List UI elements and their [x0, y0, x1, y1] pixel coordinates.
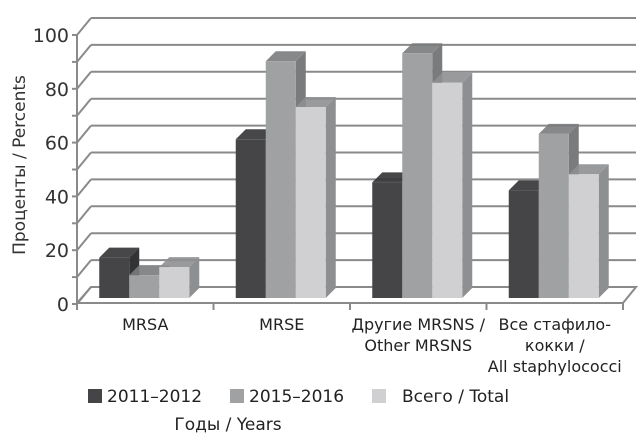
- y-axis-label: Проценты / Percents: [10, 75, 30, 255]
- x-tick-label: All staphylococci: [488, 357, 622, 376]
- axes: [72, 34, 624, 310]
- labels: 0 20 40 60 80 100 MRSA MRSE Другие MRSNS / Other …: [10, 25, 622, 435]
- legend-label: Всего / Total: [402, 387, 509, 407]
- y-tick-label: 80: [45, 79, 69, 101]
- bar-front: [235, 139, 266, 298]
- bar: [295, 97, 336, 298]
- bar-top: [538, 123, 579, 134]
- bar-front: [295, 107, 326, 298]
- bar-top: [402, 43, 443, 54]
- bar: [159, 257, 200, 298]
- gridline-side: [76, 151, 92, 171]
- bar-top: [568, 164, 609, 175]
- y-tick-label: 100: [33, 25, 69, 47]
- y-tick-label: 0: [57, 294, 69, 316]
- gridline-side: [76, 124, 92, 144]
- gridline-side: [76, 17, 92, 36]
- bar-top: [99, 247, 140, 258]
- legend-swatch: [372, 389, 386, 403]
- gridline-side: [76, 259, 92, 278]
- bar-front: [129, 275, 160, 298]
- y-tick-label: 60: [45, 133, 69, 155]
- gridline-side: [76, 71, 92, 90]
- x-tick-label: Другие MRSNS /: [351, 315, 485, 334]
- gridline-side: [76, 98, 92, 117]
- legend-swatch: [230, 389, 244, 403]
- bar-side: [598, 164, 609, 298]
- bar-front: [265, 61, 296, 298]
- legend-swatch: [88, 389, 102, 403]
- bar-top: [432, 72, 473, 83]
- bar: [432, 72, 473, 298]
- gridline-side: [76, 178, 92, 198]
- gridline-side: [76, 232, 92, 251]
- bar-front: [508, 190, 539, 298]
- bar-side: [325, 97, 336, 298]
- y-tick-label: 20: [45, 240, 69, 262]
- legend-label: 2011–2012: [107, 387, 202, 407]
- bar: [568, 164, 609, 298]
- x-tick-label: MRSA: [122, 315, 168, 334]
- legend-label: 2015–2016: [249, 387, 344, 407]
- bar-side: [462, 72, 473, 298]
- bar-front: [159, 267, 190, 298]
- bar-top: [265, 51, 306, 62]
- bars: [99, 43, 609, 299]
- bar-front: [402, 53, 433, 299]
- bar-top: [295, 97, 336, 108]
- x-tick-label: кокки /: [525, 336, 585, 355]
- gridline-side: [76, 44, 92, 63]
- bar-front: [432, 82, 463, 298]
- bar-front: [538, 133, 569, 298]
- bar-front: [372, 182, 403, 298]
- y-tick-label: 40: [45, 186, 69, 208]
- gridline-side: [76, 205, 92, 224]
- bar-top: [159, 257, 200, 268]
- x-tick-label: Other MRSNS: [364, 336, 472, 355]
- legend: 2011–2012 2015–2016 Всего / Total: [88, 387, 509, 407]
- bar-front: [99, 257, 130, 298]
- x-tick-label: MRSE: [259, 315, 304, 334]
- x-tick-label: Все стафило-: [499, 315, 612, 334]
- bar-front: [568, 174, 599, 298]
- bar-side: [189, 257, 200, 298]
- x-axis-label: Годы / Years: [174, 415, 281, 435]
